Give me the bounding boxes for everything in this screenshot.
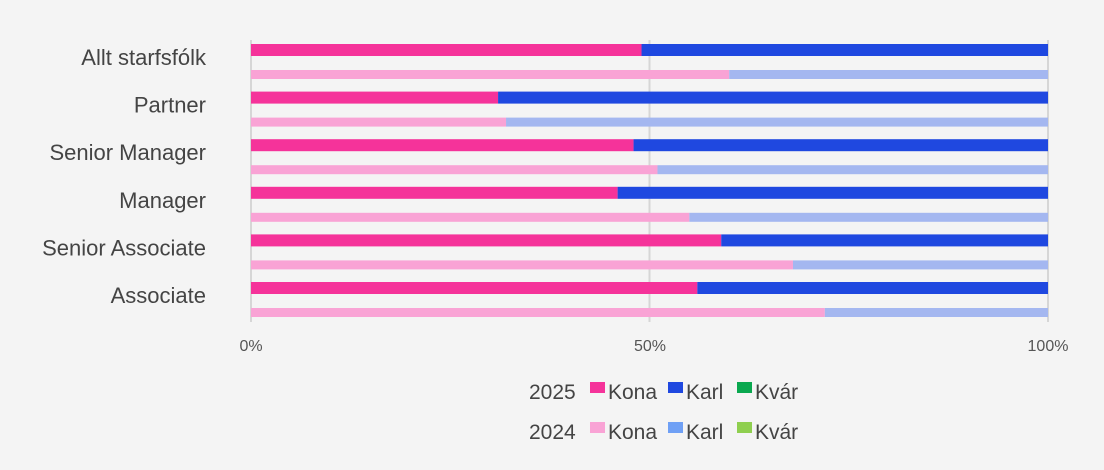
legend-label: Kvár [755,381,798,404]
x-tick-label: 50% [634,338,666,355]
bar-2025-kona [251,186,618,199]
bar-2025-karl [697,282,1048,294]
bar-2024-kona [251,212,690,222]
bar-2025-kona [251,234,722,247]
bar-2025-kona [251,44,642,56]
category-label: Senior Manager [49,140,206,165]
category-label: Allt starfsfólk [81,45,207,70]
bar-2025-karl [617,186,1048,199]
bar-2025-karl [721,234,1048,247]
legend-swatch-2024-kvár [737,422,752,433]
bar-2024-karl [506,117,1048,127]
legend-label: Kona [608,381,657,404]
bar-2024-kona [251,117,507,127]
legend-swatch-2025-kona [590,382,605,393]
bar-2025-karl [633,139,1048,152]
category-label: Manager [119,188,206,213]
category-label: Partner [134,93,206,118]
bar-2024-karl [824,308,1048,317]
category-label: Senior Associate [42,235,206,260]
bar-2025-karl [641,44,1048,56]
x-tick-label: 100% [1028,338,1069,355]
bar-2025-karl [498,91,1048,104]
bar-2024-kona [251,70,730,79]
bar-2024-kona [251,260,793,270]
bar-2025-kona [251,91,499,104]
legend-label: Karl [686,381,723,404]
legend-swatch-2024-kona [590,422,605,433]
legend-swatch-2025-kvár [737,382,752,393]
bar-2024-karl [657,165,1048,175]
x-tick-label: 0% [239,338,262,355]
legend-label: Kvár [755,421,798,444]
bar-2025-kona [251,282,698,294]
bar-2024-karl [792,260,1048,270]
legend-label: Kona [608,421,657,444]
legend-group-label: 2024 [529,421,576,444]
bar-2025-kona [251,139,634,152]
category-label: Associate [111,283,206,308]
legend-swatch-2024-karl [668,422,683,433]
bar-2024-karl [729,70,1048,79]
legend-swatch-2025-karl [668,382,683,393]
legend-label: Karl [686,421,723,444]
bar-2024-kona [251,308,825,317]
bar-2024-karl [689,212,1048,222]
legend-group-label: 2025 [529,381,576,404]
bar-2024-kona [251,165,658,175]
